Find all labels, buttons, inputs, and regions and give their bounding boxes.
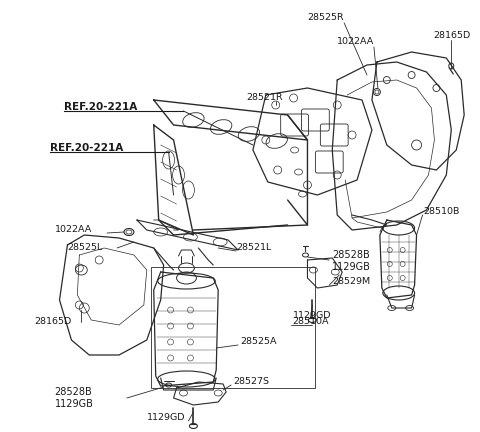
Text: REF.20-221A: REF.20-221A [64, 102, 138, 112]
Text: REF.20-221A: REF.20-221A [49, 143, 123, 153]
Text: 28510A: 28510A [293, 318, 329, 327]
Text: 28525L: 28525L [68, 242, 103, 251]
Text: 1129GB: 1129GB [332, 262, 371, 272]
Text: 1022AA: 1022AA [55, 226, 92, 235]
Text: 28521R: 28521R [246, 93, 283, 102]
Text: 28165D: 28165D [35, 318, 72, 327]
Text: 28529M: 28529M [332, 277, 371, 286]
Text: 1129GB: 1129GB [55, 399, 94, 409]
Text: 28510B: 28510B [423, 207, 460, 216]
Text: 28525R: 28525R [308, 13, 344, 22]
Text: 28521L: 28521L [236, 244, 271, 252]
Text: 28528B: 28528B [55, 387, 92, 397]
Text: 28528B: 28528B [332, 250, 370, 260]
Text: 28525A: 28525A [240, 337, 276, 346]
Text: 28165D: 28165D [433, 31, 471, 39]
Text: 1129GD: 1129GD [147, 413, 185, 422]
Text: 1022AA: 1022AA [337, 38, 374, 47]
Text: 28527S: 28527S [233, 378, 269, 387]
Text: 1129GD: 1129GD [293, 311, 331, 320]
